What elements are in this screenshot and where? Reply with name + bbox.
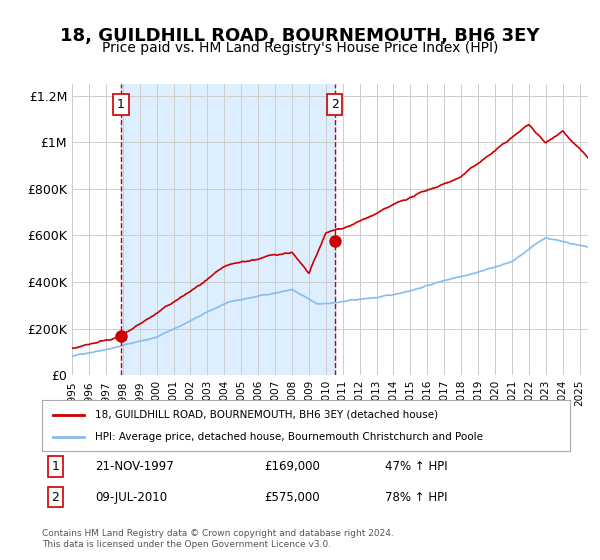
Text: 2: 2 [331, 98, 338, 111]
Text: £169,000: £169,000 [264, 460, 320, 473]
Text: 18, GUILDHILL ROAD, BOURNEMOUTH, BH6 3EY: 18, GUILDHILL ROAD, BOURNEMOUTH, BH6 3EY [60, 27, 540, 45]
Text: 18, GUILDHILL ROAD, BOURNEMOUTH, BH6 3EY (detached house): 18, GUILDHILL ROAD, BOURNEMOUTH, BH6 3EY… [95, 409, 438, 419]
Text: 1: 1 [51, 460, 59, 473]
Text: 2: 2 [51, 491, 59, 503]
Text: 47% ↑ HPI: 47% ↑ HPI [385, 460, 448, 473]
Text: £575,000: £575,000 [264, 491, 319, 503]
Text: Contains HM Land Registry data © Crown copyright and database right 2024.
This d: Contains HM Land Registry data © Crown c… [42, 529, 394, 549]
Text: 09-JUL-2010: 09-JUL-2010 [95, 491, 167, 503]
Text: 21-NOV-1997: 21-NOV-1997 [95, 460, 173, 473]
Bar [121, 84, 335, 375]
Text: HPI: Average price, detached house, Bournemouth Christchurch and Poole: HPI: Average price, detached house, Bour… [95, 432, 483, 442]
Text: 78% ↑ HPI: 78% ↑ HPI [385, 491, 448, 503]
Text: 1: 1 [117, 98, 125, 111]
Text: Price paid vs. HM Land Registry's House Price Index (HPI): Price paid vs. HM Land Registry's House … [102, 41, 498, 55]
